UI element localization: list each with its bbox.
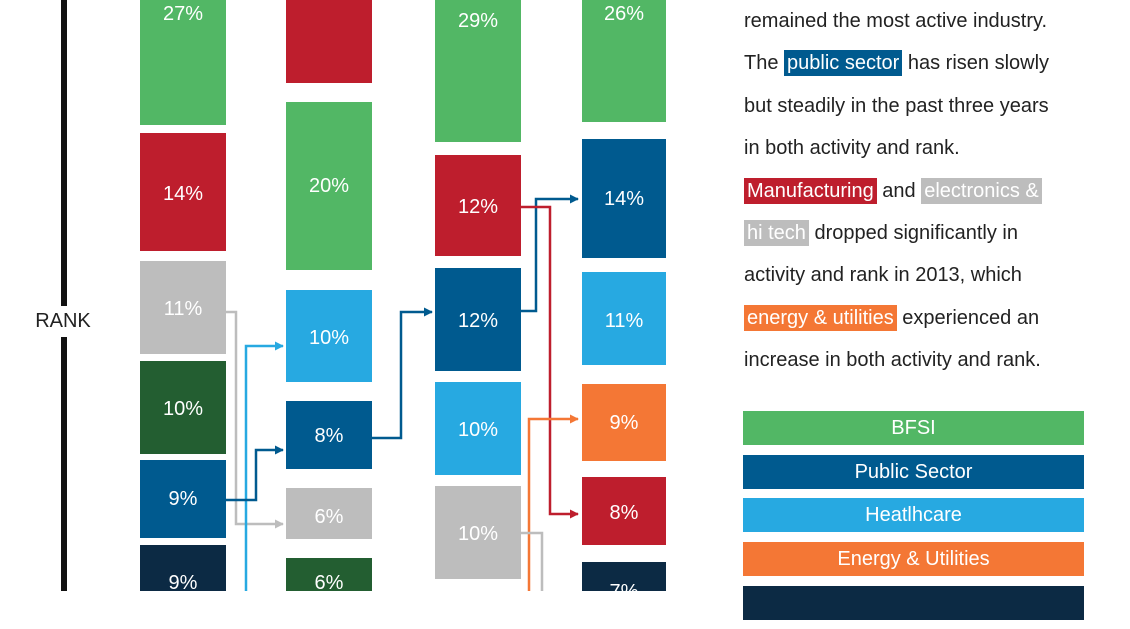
bar-col1-rank6 <box>140 545 226 591</box>
bar-col2-rank6 <box>286 558 372 591</box>
bar-label-col4-rank6: 7% <box>610 581 639 591</box>
narrative-text-span: remained the most active industry. <box>744 10 1048 32</box>
bar-label-col2-rank5: 6% <box>315 506 344 528</box>
narrative-text-span: in both activity and rank. <box>744 137 960 160</box>
bar-col2-rank1 <box>286 0 372 83</box>
narrative-line: hi tech dropped significantly in <box>744 212 1124 254</box>
bar-col1-rank4 <box>140 361 226 454</box>
legend-item-healthcare: Heatlhcare <box>743 498 1084 533</box>
bar-label-col4-rank1: 26% <box>604 3 644 25</box>
narrative-line: The public sector has risen slowly <box>744 42 1124 84</box>
bar-col3-rank5 <box>435 486 521 579</box>
bar-label-col3-rank4: 10% <box>458 419 498 441</box>
bar-col1-rank5 <box>140 460 226 538</box>
bar-label-col4-rank2: 14% <box>604 188 644 210</box>
narrative-text-span: has risen slowly <box>902 52 1050 75</box>
connector-electronics-2 <box>521 531 544 591</box>
bar-label-col2-rank6: 6% <box>315 572 344 591</box>
bar-col4-rank1 <box>582 0 666 122</box>
bar-col2-rank4 <box>286 401 372 469</box>
bar-label-col4-rank5: 8% <box>610 502 639 524</box>
narrative-text-span: but steadily in the past three years <box>744 94 1049 117</box>
bar-col1-rank3 <box>140 261 226 354</box>
bar-label-col2-rank2: 20% <box>309 175 349 197</box>
bar-col1-rank2 <box>140 133 226 251</box>
highlight-electronics: electronics & <box>921 177 1042 204</box>
connector-electronics <box>226 310 284 529</box>
bar-label-col1-rank5: 9% <box>169 488 198 510</box>
narrative-text-span: The <box>744 52 785 75</box>
connector-manufacturing <box>521 205 579 519</box>
connector-public-sector-3 <box>521 194 579 313</box>
bar-col4-rank2 <box>582 139 666 258</box>
legend-item-bfsi: BFSI <box>743 411 1084 445</box>
bar-col4-rank3 <box>582 272 666 365</box>
bar-col2-rank5 <box>286 488 372 539</box>
bar-col3-rank4 <box>435 382 521 475</box>
narrative-text-span: experienced an <box>896 306 1040 329</box>
connector-energy-utilities <box>527 414 579 591</box>
connector-public-sector-2 <box>372 307 433 440</box>
bar-col4-rank4 <box>582 384 666 461</box>
highlight-energy-utilities: energy & utilities <box>744 304 897 331</box>
bar-label-col2-rank4: 8% <box>315 425 344 447</box>
bar-label-col2-rank3: 10% <box>309 327 349 349</box>
bar-label-col1-rank4: 10% <box>163 398 203 420</box>
narrative-line: remained the most active industry. <box>744 0 1124 42</box>
narrative-line: but steadily in the past three years <box>744 85 1124 127</box>
bar-label-col4-rank4: 9% <box>610 412 639 434</box>
narrative-text-span: dropped significantly in <box>808 221 1018 244</box>
bar-col2-rank2 <box>286 102 372 270</box>
rank-chart: 27% 14% 11% 10% 9% 9% 20% 10% 8% 6% 6% 29% 12% 12% 10%… <box>61 0 666 591</box>
narrative-line: energy & utilities experienced an <box>744 297 1124 339</box>
bar-col2-rank3 <box>286 290 372 382</box>
narrative-text-span: and <box>876 179 922 202</box>
bar-label-col3-rank1: 29% <box>458 10 498 32</box>
bar-label-col1-rank6: 9% <box>169 572 198 591</box>
connector-public-sector-1 <box>226 445 284 502</box>
bar-label-col3-rank3: 12% <box>458 310 498 332</box>
narrative-text: remained the most active industry. The p… <box>744 0 1124 382</box>
connector-healthcare <box>244 341 284 591</box>
bar-label-col3-rank2: 12% <box>458 196 498 218</box>
narrative-line: activity and rank in 2013, which <box>744 254 1124 296</box>
narrative-line: increase in both activity and rank. <box>744 339 1124 381</box>
legend-item-energy-utilities: Energy & Utilities <box>743 542 1084 577</box>
bar-label-col3-rank5: 10% <box>458 523 498 545</box>
narrative-text-span: activity and rank in 2013, which <box>744 264 1022 287</box>
bar-label-col4-rank3: 11% <box>605 310 644 332</box>
bar-col1-rank1 <box>140 0 226 125</box>
bar-label-col1-rank3: 11% <box>164 298 203 320</box>
bar-col3-rank3 <box>435 268 521 371</box>
bar-col4-rank6 <box>582 562 666 591</box>
rank-axis-label: RANK <box>24 306 102 337</box>
bar-col3-rank2 <box>435 155 521 256</box>
bar-label-col1-rank2: 14% <box>163 183 203 205</box>
bar-label-col1-rank1: 27% <box>163 3 203 25</box>
narrative-text-span: increase in both activity and rank. <box>744 349 1041 372</box>
narrative-line: in both activity and rank. <box>744 127 1124 169</box>
legend: BFSI Public Sector Heatlhcare Energy & U… <box>743 411 1084 629</box>
highlight-hi-tech: hi tech <box>744 219 809 246</box>
highlight-manufacturing: Manufacturing <box>744 177 877 204</box>
bar-col4-rank5 <box>582 477 666 545</box>
narrative-line: Manufacturing and electronics & <box>744 170 1124 212</box>
highlight-public-sector: public sector <box>784 50 903 77</box>
bar-col3-rank1 <box>435 0 521 142</box>
legend-item-public-sector: Public Sector <box>743 454 1084 489</box>
